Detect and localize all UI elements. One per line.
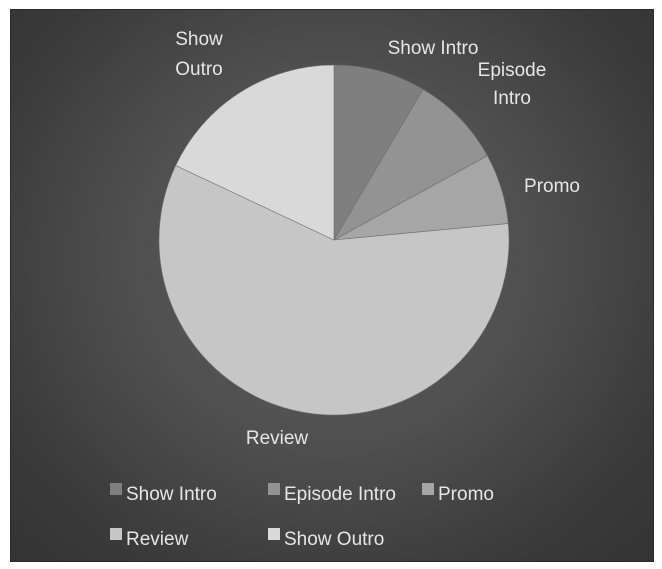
slice-label-show-intro: Show Intro <box>388 38 479 59</box>
slice-label-promo: Promo <box>524 176 580 197</box>
legend-swatch-show-outro <box>268 528 280 540</box>
legend-label-promo: Promo <box>438 484 494 505</box>
pie-slice-show-intro <box>333 64 424 242</box>
slice-label-show-outro-line-1: Show <box>175 29 223 50</box>
legend-swatch-review <box>110 528 122 540</box>
legend: Show Intro Episode Intro Promo Review Show O… <box>110 483 494 550</box>
slice-label-episode-intro-line-1: Episode <box>478 60 547 81</box>
pie-slice-episode-intro <box>333 88 488 241</box>
slice-label-show-outro-line-2: Outro <box>175 59 223 80</box>
legend-label-show-intro: Show Intro <box>126 484 217 505</box>
pie-slice-show-outro <box>175 64 335 241</box>
slice-label-review: Review <box>246 428 309 449</box>
legend-label-episode-intro: Episode Intro <box>284 484 396 505</box>
legend-label-show-outro: Show Outro <box>284 529 384 550</box>
pie-slice-review <box>158 165 510 416</box>
legend-swatch-episode-intro <box>268 483 280 495</box>
legend-label-review: Review <box>126 529 189 550</box>
pie-slices <box>158 64 510 416</box>
slice-label-episode-intro-line-2: Intro <box>493 88 531 109</box>
legend-swatch-promo <box>422 483 434 495</box>
legend-swatch-show-intro <box>110 483 122 495</box>
